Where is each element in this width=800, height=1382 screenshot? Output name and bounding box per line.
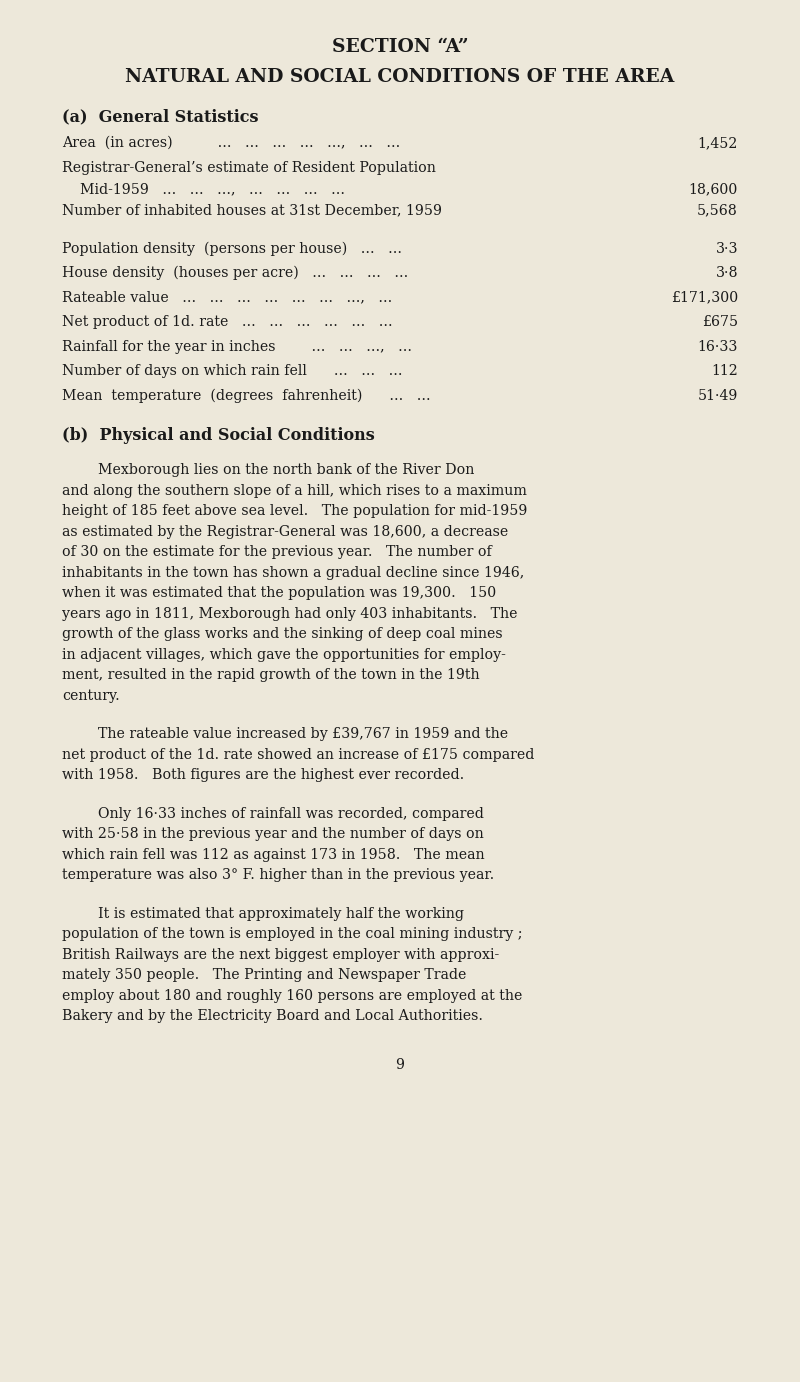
Text: century.: century. — [62, 688, 120, 702]
Text: in adjacent villages, which gave the opportunities for employ-: in adjacent villages, which gave the opp… — [62, 648, 506, 662]
Text: with 1958.   Both figures are the highest ever recorded.: with 1958. Both figures are the highest … — [62, 768, 464, 782]
Text: £675: £675 — [702, 315, 738, 329]
Text: It is estimated that approximately half the working: It is estimated that approximately half … — [62, 907, 464, 920]
Text: growth of the glass works and the sinking of deep coal mines: growth of the glass works and the sinkin… — [62, 627, 502, 641]
Text: Registrar-General’s estimate of Resident Population: Registrar-General’s estimate of Resident… — [62, 160, 436, 174]
Text: British Railways are the next biggest employer with approxi-: British Railways are the next biggest em… — [62, 948, 499, 962]
Text: Population density  (persons per house)   ...   ...: Population density (persons per house) .… — [62, 242, 402, 256]
Text: Net product of 1d. rate   ...   ...   ...   ...   ...   ...: Net product of 1d. rate ... ... ... ... … — [62, 315, 393, 329]
Text: Bakery and by the Electricity Board and Local Authorities.: Bakery and by the Electricity Board and … — [62, 1009, 483, 1023]
Text: £171,300: £171,300 — [670, 290, 738, 304]
Text: Rateable value   ...   ...   ...   ...   ...   ...   ...,   ...: Rateable value ... ... ... ... ... ... .… — [62, 290, 392, 304]
Text: mately 350 people.   The Printing and Newspaper Trade: mately 350 people. The Printing and News… — [62, 969, 466, 983]
Text: ment, resulted in the rapid growth of the town in the 19th: ment, resulted in the rapid growth of th… — [62, 668, 480, 683]
Text: 3·3: 3·3 — [715, 242, 738, 256]
Text: Only 16·33 inches of rainfall was recorded, compared: Only 16·33 inches of rainfall was record… — [62, 807, 484, 821]
Text: population of the town is employed in the coal mining industry ;: population of the town is employed in th… — [62, 927, 522, 941]
Text: 16·33: 16·33 — [698, 340, 738, 354]
Text: Number of days on which rain fell      ...   ...   ...: Number of days on which rain fell ... ..… — [62, 363, 402, 379]
Text: Mexborough lies on the north bank of the River Don: Mexborough lies on the north bank of the… — [62, 463, 474, 477]
Text: 51·49: 51·49 — [698, 388, 738, 402]
Text: Area  (in acres)          ...   ...   ...   ...   ...,   ...   ...: Area (in acres) ... ... ... ... ..., ...… — [62, 135, 400, 151]
Text: height of 185 feet above sea level.   The population for mid-1959: height of 185 feet above sea level. The … — [62, 504, 527, 518]
Text: 3·8: 3·8 — [715, 267, 738, 281]
Text: 112: 112 — [711, 363, 738, 379]
Text: (b)  Physical and Social Conditions: (b) Physical and Social Conditions — [62, 427, 374, 444]
Text: Mid-1959   ...   ...   ...,   ...   ...   ...   ...: Mid-1959 ... ... ..., ... ... ... ... — [62, 182, 345, 196]
Text: 1,452: 1,452 — [698, 135, 738, 151]
Text: temperature was also 3° F. higher than in the previous year.: temperature was also 3° F. higher than i… — [62, 868, 494, 882]
Text: 18,600: 18,600 — [689, 182, 738, 196]
Text: Mean  temperature  (degrees  fahrenheit)      ...   ...: Mean temperature (degrees fahrenheit) ..… — [62, 388, 430, 404]
Text: and along the southern slope of a hill, which rises to a maximum: and along the southern slope of a hill, … — [62, 484, 527, 498]
Text: employ about 180 and roughly 160 persons are employed at the: employ about 180 and roughly 160 persons… — [62, 988, 522, 1002]
Text: Number of inhabited houses at 31st December, 1959: Number of inhabited houses at 31st Decem… — [62, 203, 442, 217]
Text: with 25·58 in the previous year and the number of days on: with 25·58 in the previous year and the … — [62, 826, 484, 842]
Text: as estimated by the Registrar-General was 18,600, a decrease: as estimated by the Registrar-General wa… — [62, 525, 508, 539]
Text: The rateable value increased by £39,767 in 1959 and the: The rateable value increased by £39,767 … — [62, 727, 508, 741]
Text: House density  (houses per acre)   ...   ...   ...   ...: House density (houses per acre) ... ... … — [62, 267, 408, 281]
Text: years ago in 1811, Mexborough had only 403 inhabitants.   The: years ago in 1811, Mexborough had only 4… — [62, 607, 518, 621]
Text: net product of the 1d. rate showed an increase of £175 compared: net product of the 1d. rate showed an in… — [62, 748, 534, 761]
Text: inhabitants in the town has shown a gradual decline since 1946,: inhabitants in the town has shown a grad… — [62, 565, 524, 579]
Text: SECTION “A”: SECTION “A” — [332, 37, 468, 57]
Text: which rain fell was 112 as against 173 in 1958.   The mean: which rain fell was 112 as against 173 i… — [62, 847, 485, 861]
Text: NATURAL AND SOCIAL CONDITIONS OF THE AREA: NATURAL AND SOCIAL CONDITIONS OF THE ARE… — [126, 68, 674, 86]
Text: 9: 9 — [395, 1057, 405, 1071]
Text: of 30 on the estimate for the previous year.   The number of: of 30 on the estimate for the previous y… — [62, 545, 492, 560]
Text: Rainfall for the year in inches        ...   ...   ...,   ...: Rainfall for the year in inches ... ... … — [62, 340, 412, 354]
Text: 5,568: 5,568 — [698, 203, 738, 217]
Text: when it was estimated that the population was 19,300.   150: when it was estimated that the populatio… — [62, 586, 496, 600]
Text: (a)  General Statistics: (a) General Statistics — [62, 108, 258, 124]
